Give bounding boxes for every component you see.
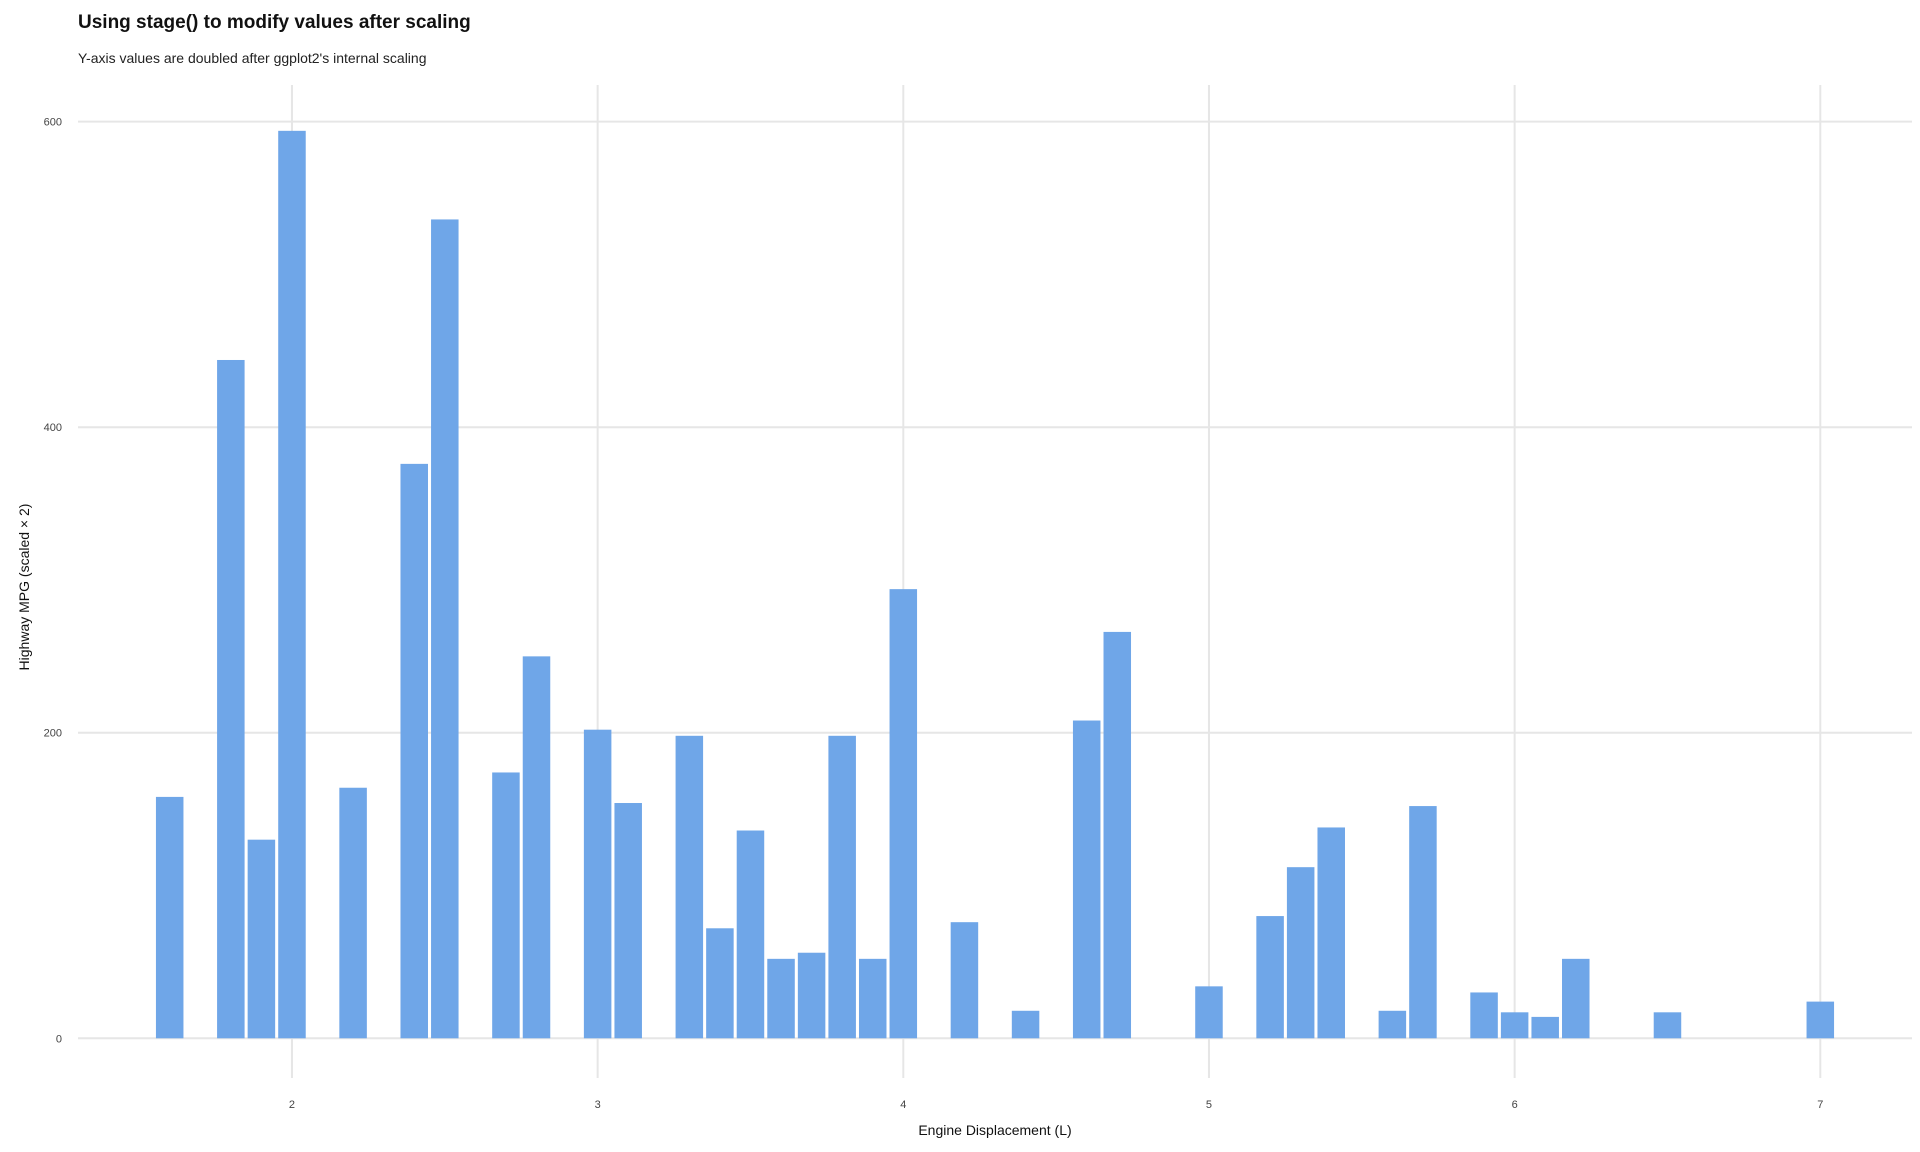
- bar: [675, 735, 704, 1039]
- bars: [155, 130, 1835, 1039]
- bar: [492, 772, 520, 1039]
- x-tick-label: 4: [900, 1099, 906, 1111]
- bar: [583, 729, 612, 1039]
- x-tick-label: 6: [1512, 1099, 1518, 1111]
- bar: [155, 796, 184, 1039]
- chart-subtitle: Y-axis values are doubled after ggplot2'…: [78, 50, 427, 66]
- x-tick-label: 7: [1817, 1099, 1823, 1111]
- bar: [1500, 1012, 1529, 1039]
- x-tick-label: 5: [1206, 1099, 1212, 1111]
- tick-labels: 2 3 4 5 6 7 0 200 400 600: [44, 117, 1824, 1111]
- bar: [706, 928, 734, 1039]
- bar: [1470, 992, 1498, 1039]
- bar: [889, 589, 918, 1039]
- bar: [1806, 1001, 1835, 1039]
- bar: [736, 830, 765, 1039]
- bar: [278, 130, 306, 1039]
- bar: [614, 803, 642, 1039]
- x-axis-title: Engine Displacement (L): [918, 1122, 1071, 1138]
- bar: [247, 839, 276, 1039]
- bar: [858, 958, 887, 1039]
- y-tick-label: 600: [44, 117, 62, 129]
- bar: [1103, 631, 1132, 1039]
- bar: [339, 787, 367, 1039]
- bar: [522, 656, 551, 1039]
- bar: [1378, 1010, 1407, 1039]
- bar: [217, 359, 245, 1039]
- bar: [400, 463, 428, 1039]
- y-tick-label: 200: [44, 728, 62, 740]
- bar: [1286, 867, 1315, 1039]
- x-tick-label: 3: [595, 1099, 601, 1111]
- bar: [1653, 1012, 1682, 1039]
- bar: [1256, 916, 1284, 1039]
- bar: [1072, 720, 1101, 1039]
- bar: [431, 219, 459, 1039]
- y-axis-title: Highway MPG (scaled × 2): [16, 504, 32, 671]
- bar: [767, 958, 795, 1039]
- y-tick-label: 0: [56, 1033, 62, 1045]
- bar: [1562, 958, 1590, 1039]
- x-tick-label: 2: [289, 1099, 295, 1111]
- bar: [1317, 827, 1345, 1039]
- bar: [1409, 806, 1437, 1039]
- bar: [797, 952, 826, 1039]
- bar: [1011, 1010, 1040, 1039]
- bar: [1195, 986, 1223, 1039]
- bar: [950, 922, 979, 1039]
- chart-title: Using stage() to modify values after sca…: [78, 12, 471, 33]
- bar: [1531, 1016, 1559, 1039]
- bar: [828, 735, 856, 1039]
- y-tick-label: 400: [44, 422, 62, 434]
